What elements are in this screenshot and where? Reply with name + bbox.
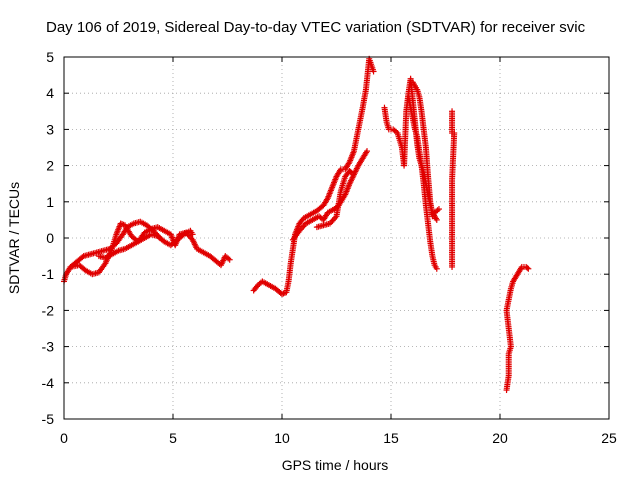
x-axis-label: GPS time / hours <box>282 457 389 473</box>
x-tick-label: 20 <box>492 430 508 446</box>
data-point <box>449 263 456 270</box>
data-point <box>226 256 233 263</box>
data-point <box>364 148 371 155</box>
y-tick-label: -5 <box>42 411 55 427</box>
data-point <box>433 216 440 223</box>
y-tick-label: 0 <box>46 230 54 246</box>
y-tick-label: 4 <box>46 85 54 101</box>
y-tick-label: 1 <box>46 194 54 210</box>
data-point <box>433 265 440 272</box>
data-points <box>61 55 532 394</box>
y-tick-label: -3 <box>42 339 55 355</box>
y-tick-label: -2 <box>42 302 55 318</box>
plot-frame <box>63 56 610 420</box>
y-tick-label: 3 <box>46 121 54 137</box>
y-tick-label: -4 <box>42 375 55 391</box>
y-tick-label: 2 <box>46 158 54 174</box>
data-point <box>347 168 354 175</box>
x-tick-label: 0 <box>60 430 68 446</box>
x-tick-label: 15 <box>383 430 399 446</box>
data-point <box>525 265 532 272</box>
y-tick-label: 5 <box>46 49 54 65</box>
data-point <box>348 169 355 176</box>
x-tick-label: 25 <box>601 430 617 446</box>
y-axis-label: SDTVAR / TECUs <box>6 182 22 294</box>
data-point <box>435 206 442 213</box>
x-tick-label: 5 <box>169 430 177 446</box>
data-point <box>524 264 531 271</box>
y-tick-label: -1 <box>42 266 55 282</box>
x-tick-label: 10 <box>274 430 290 446</box>
data-point <box>370 68 377 75</box>
chart-title: Day 106 of 2019, Sidereal Day-to-day VTE… <box>46 19 586 36</box>
